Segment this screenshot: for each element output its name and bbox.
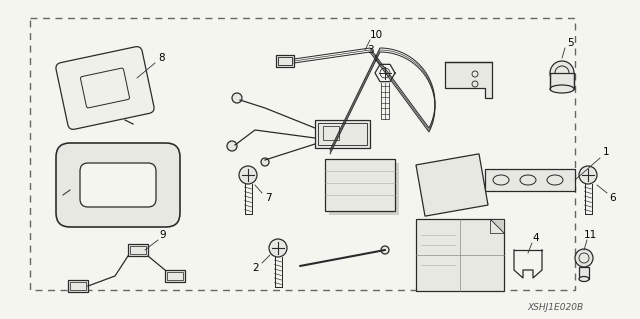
Circle shape: [579, 166, 597, 184]
Text: 5: 5: [566, 38, 573, 48]
Bar: [579, 267, 589, 279]
Text: XSHJ1E020B: XSHJ1E020B: [527, 303, 583, 313]
Circle shape: [269, 239, 287, 257]
Ellipse shape: [550, 85, 574, 93]
FancyBboxPatch shape: [80, 163, 156, 207]
Text: 6: 6: [610, 193, 616, 203]
Circle shape: [381, 246, 389, 254]
Text: 11: 11: [584, 230, 596, 240]
Circle shape: [227, 141, 237, 151]
Circle shape: [232, 93, 242, 103]
Circle shape: [550, 61, 574, 85]
Text: 4: 4: [532, 233, 540, 243]
Text: 7: 7: [265, 193, 271, 203]
Bar: [318, 123, 367, 145]
Bar: [416, 154, 488, 216]
Polygon shape: [445, 62, 492, 98]
Bar: [550, 73, 574, 89]
Bar: [165, 270, 185, 282]
Bar: [329, 163, 399, 215]
Circle shape: [239, 166, 257, 184]
Polygon shape: [490, 219, 504, 233]
Text: 3: 3: [367, 45, 373, 55]
Bar: [70, 282, 86, 290]
FancyBboxPatch shape: [56, 143, 180, 227]
Bar: [128, 244, 148, 256]
Text: 2: 2: [253, 263, 259, 273]
Bar: [276, 55, 294, 67]
Bar: [323, 126, 339, 140]
Bar: [485, 169, 575, 191]
Text: 1: 1: [603, 147, 609, 157]
FancyBboxPatch shape: [56, 47, 154, 130]
Text: 9: 9: [160, 230, 166, 240]
Bar: [68, 280, 88, 292]
Ellipse shape: [579, 277, 589, 281]
Bar: [325, 159, 395, 211]
Bar: [278, 57, 292, 65]
Text: 10: 10: [369, 30, 383, 40]
Bar: [167, 272, 183, 280]
Bar: [416, 219, 504, 291]
Circle shape: [261, 158, 269, 166]
Text: 8: 8: [159, 53, 165, 63]
Bar: [315, 120, 370, 148]
Bar: [130, 246, 146, 254]
Bar: [30, 18, 575, 290]
Circle shape: [575, 249, 593, 267]
